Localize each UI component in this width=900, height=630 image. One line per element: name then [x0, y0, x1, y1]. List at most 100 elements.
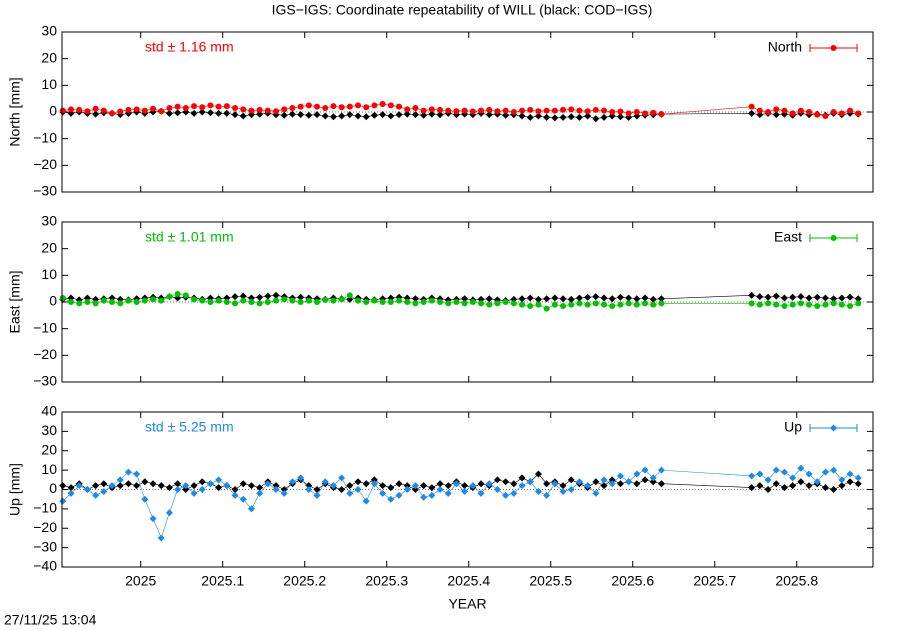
- data-point: [568, 301, 575, 308]
- y-tick-label: 30: [41, 213, 57, 229]
- data-point: [182, 482, 190, 490]
- data-point: [420, 107, 427, 114]
- x-tick-label: 2025.1: [201, 573, 244, 589]
- data-point: [822, 113, 829, 119]
- y-tick-label: 30: [41, 422, 57, 438]
- data-point: [297, 293, 305, 301]
- series-line: [62, 110, 859, 119]
- data-point: [781, 107, 788, 114]
- data-point: [329, 113, 337, 121]
- data-point: [231, 491, 239, 499]
- data-point: [370, 111, 378, 119]
- data-point: [174, 109, 182, 117]
- y-tick-label: 10: [41, 266, 57, 282]
- data-point: [616, 113, 624, 121]
- data-point: [297, 474, 305, 482]
- data-point: [239, 495, 247, 503]
- data-point: [59, 497, 67, 505]
- data-point: [616, 480, 624, 488]
- y-tick-label: 0: [49, 103, 57, 119]
- data-point: [281, 106, 288, 113]
- data-point: [452, 480, 460, 488]
- y-tick-label: 20: [41, 441, 57, 457]
- data-point: [838, 294, 846, 302]
- data-point: [461, 107, 468, 114]
- data-point: [534, 487, 542, 495]
- data-point: [756, 301, 763, 308]
- y-axis-label: North [mm]: [7, 77, 23, 146]
- data-point: [191, 103, 198, 110]
- data-point: [182, 292, 189, 299]
- data-point: [658, 300, 665, 307]
- data-point: [584, 293, 592, 301]
- data-point: [772, 466, 780, 474]
- data-point: [248, 299, 255, 305]
- data-point: [510, 109, 517, 115]
- data-point: [207, 102, 214, 109]
- data-point: [412, 105, 419, 111]
- data-point: [657, 466, 665, 474]
- series-line: [62, 467, 859, 539]
- data-point: [478, 300, 485, 307]
- data-point: [789, 474, 797, 482]
- data-point: [650, 301, 657, 308]
- data-point: [600, 113, 608, 121]
- data-point: [346, 489, 354, 497]
- data-point: [437, 299, 444, 305]
- y-axis-label: East [mm]: [7, 270, 23, 333]
- legend-label: Up: [784, 419, 802, 435]
- data-point: [502, 491, 510, 499]
- series-line: [62, 103, 859, 117]
- data-point: [363, 104, 370, 111]
- data-point: [608, 476, 616, 484]
- y-axis-label: Up [mm]: [7, 463, 23, 516]
- data-point: [649, 474, 657, 482]
- data-point: [543, 491, 551, 499]
- data-point: [117, 300, 124, 307]
- data-point: [756, 482, 764, 490]
- data-point: [633, 470, 641, 478]
- data-point: [92, 491, 100, 499]
- series-line: [62, 473, 859, 490]
- data-point: [404, 299, 411, 305]
- data-point: [403, 486, 411, 493]
- data-point: [420, 299, 427, 305]
- data-point: [354, 112, 362, 120]
- data-point: [116, 482, 124, 490]
- data-point: [141, 495, 149, 503]
- data-point: [461, 300, 468, 307]
- data-point: [543, 113, 551, 121]
- data-point: [543, 295, 551, 303]
- data-point: [313, 111, 321, 119]
- legend-label: North: [768, 39, 802, 55]
- data-point: [362, 497, 370, 505]
- data-point: [240, 106, 247, 113]
- data-point: [428, 484, 436, 492]
- data-point: [379, 482, 387, 490]
- data-point: [650, 109, 657, 116]
- data-point: [223, 109, 231, 117]
- legend-symbol: [830, 235, 837, 241]
- data-point: [370, 480, 378, 488]
- data-point: [411, 111, 419, 119]
- legend-symbol: [830, 45, 837, 51]
- data-point: [641, 476, 649, 484]
- data-point: [59, 295, 66, 301]
- data-point: [518, 112, 526, 120]
- data-point: [174, 291, 181, 297]
- data-point: [765, 109, 772, 115]
- data-point: [289, 105, 296, 111]
- data-point: [272, 486, 280, 493]
- y-tick-label: −40: [33, 558, 57, 574]
- data-point: [116, 476, 124, 484]
- data-point: [789, 293, 797, 301]
- data-point: [165, 109, 173, 117]
- data-point: [150, 296, 157, 303]
- data-point: [231, 293, 239, 301]
- data-point: [838, 110, 845, 117]
- data-point: [764, 293, 772, 301]
- data-point: [264, 480, 272, 488]
- data-point: [601, 301, 608, 308]
- data-point: [756, 107, 763, 114]
- data-point: [543, 107, 550, 114]
